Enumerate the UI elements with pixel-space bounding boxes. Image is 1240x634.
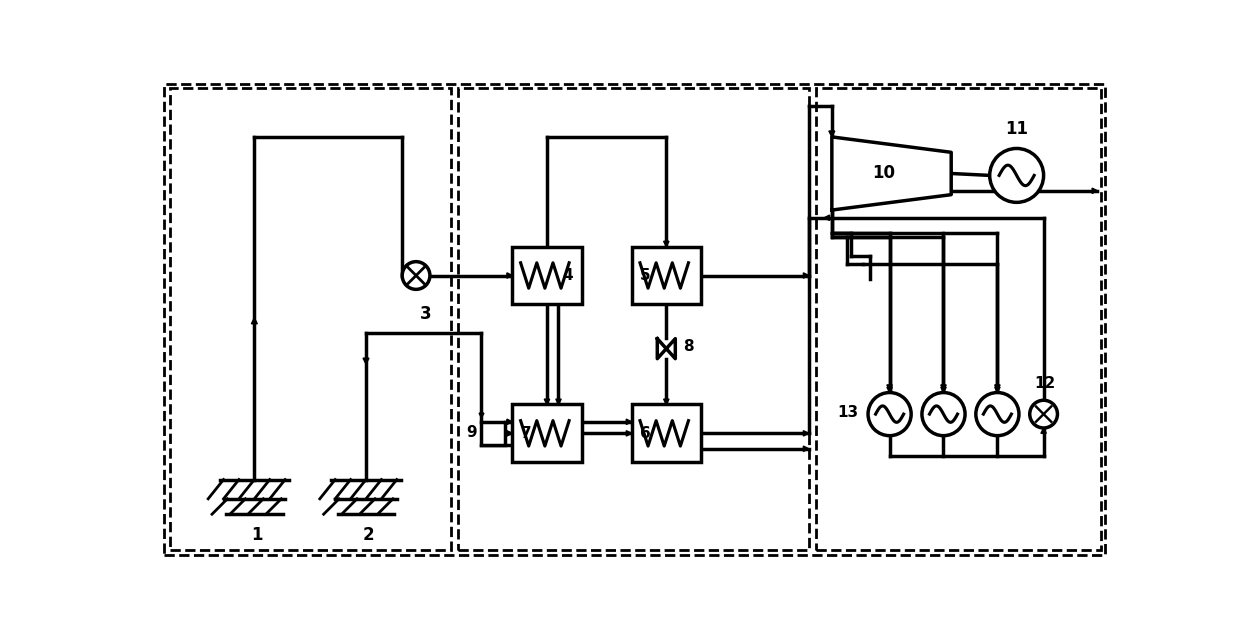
Polygon shape — [825, 215, 830, 221]
Polygon shape — [363, 358, 370, 364]
Polygon shape — [626, 430, 631, 436]
Text: 6: 6 — [640, 426, 651, 441]
Polygon shape — [994, 385, 1001, 391]
Text: 7: 7 — [521, 426, 532, 441]
Polygon shape — [626, 419, 631, 425]
Polygon shape — [887, 385, 893, 391]
Text: 4: 4 — [563, 268, 573, 283]
Text: 8: 8 — [683, 339, 694, 354]
Polygon shape — [507, 419, 512, 425]
Polygon shape — [887, 387, 893, 392]
Polygon shape — [994, 387, 1001, 392]
Text: 2: 2 — [362, 526, 374, 544]
Polygon shape — [663, 399, 670, 404]
Polygon shape — [1040, 428, 1047, 434]
Text: 5: 5 — [640, 268, 651, 283]
Polygon shape — [544, 399, 549, 404]
Bar — [631, 247, 701, 304]
Polygon shape — [252, 318, 258, 324]
Text: 11: 11 — [1006, 120, 1028, 138]
Polygon shape — [828, 131, 835, 137]
Polygon shape — [804, 430, 808, 436]
Text: 10: 10 — [872, 164, 895, 183]
Bar — [170, 87, 450, 550]
Polygon shape — [507, 273, 512, 278]
Bar — [481, 422, 505, 445]
Text: 1: 1 — [250, 526, 263, 544]
Polygon shape — [479, 413, 484, 418]
Circle shape — [921, 392, 965, 436]
Polygon shape — [941, 387, 946, 392]
Circle shape — [1029, 400, 1058, 428]
Circle shape — [990, 148, 1044, 202]
Circle shape — [976, 392, 1019, 436]
Polygon shape — [832, 137, 951, 210]
Circle shape — [868, 392, 911, 436]
Polygon shape — [507, 430, 512, 436]
Polygon shape — [663, 242, 670, 247]
Circle shape — [402, 262, 430, 289]
Polygon shape — [1092, 188, 1097, 193]
Bar — [459, 87, 808, 550]
Polygon shape — [804, 273, 808, 278]
Polygon shape — [657, 339, 676, 359]
Bar — [816, 87, 1101, 550]
Bar — [631, 404, 701, 462]
Polygon shape — [941, 385, 946, 391]
Bar — [512, 404, 582, 462]
Text: 9: 9 — [466, 425, 476, 440]
Text: 13: 13 — [838, 405, 859, 420]
Polygon shape — [556, 399, 562, 404]
Bar — [512, 247, 582, 304]
Text: 3: 3 — [419, 305, 432, 323]
Text: 12: 12 — [1034, 376, 1055, 391]
Polygon shape — [804, 446, 808, 451]
